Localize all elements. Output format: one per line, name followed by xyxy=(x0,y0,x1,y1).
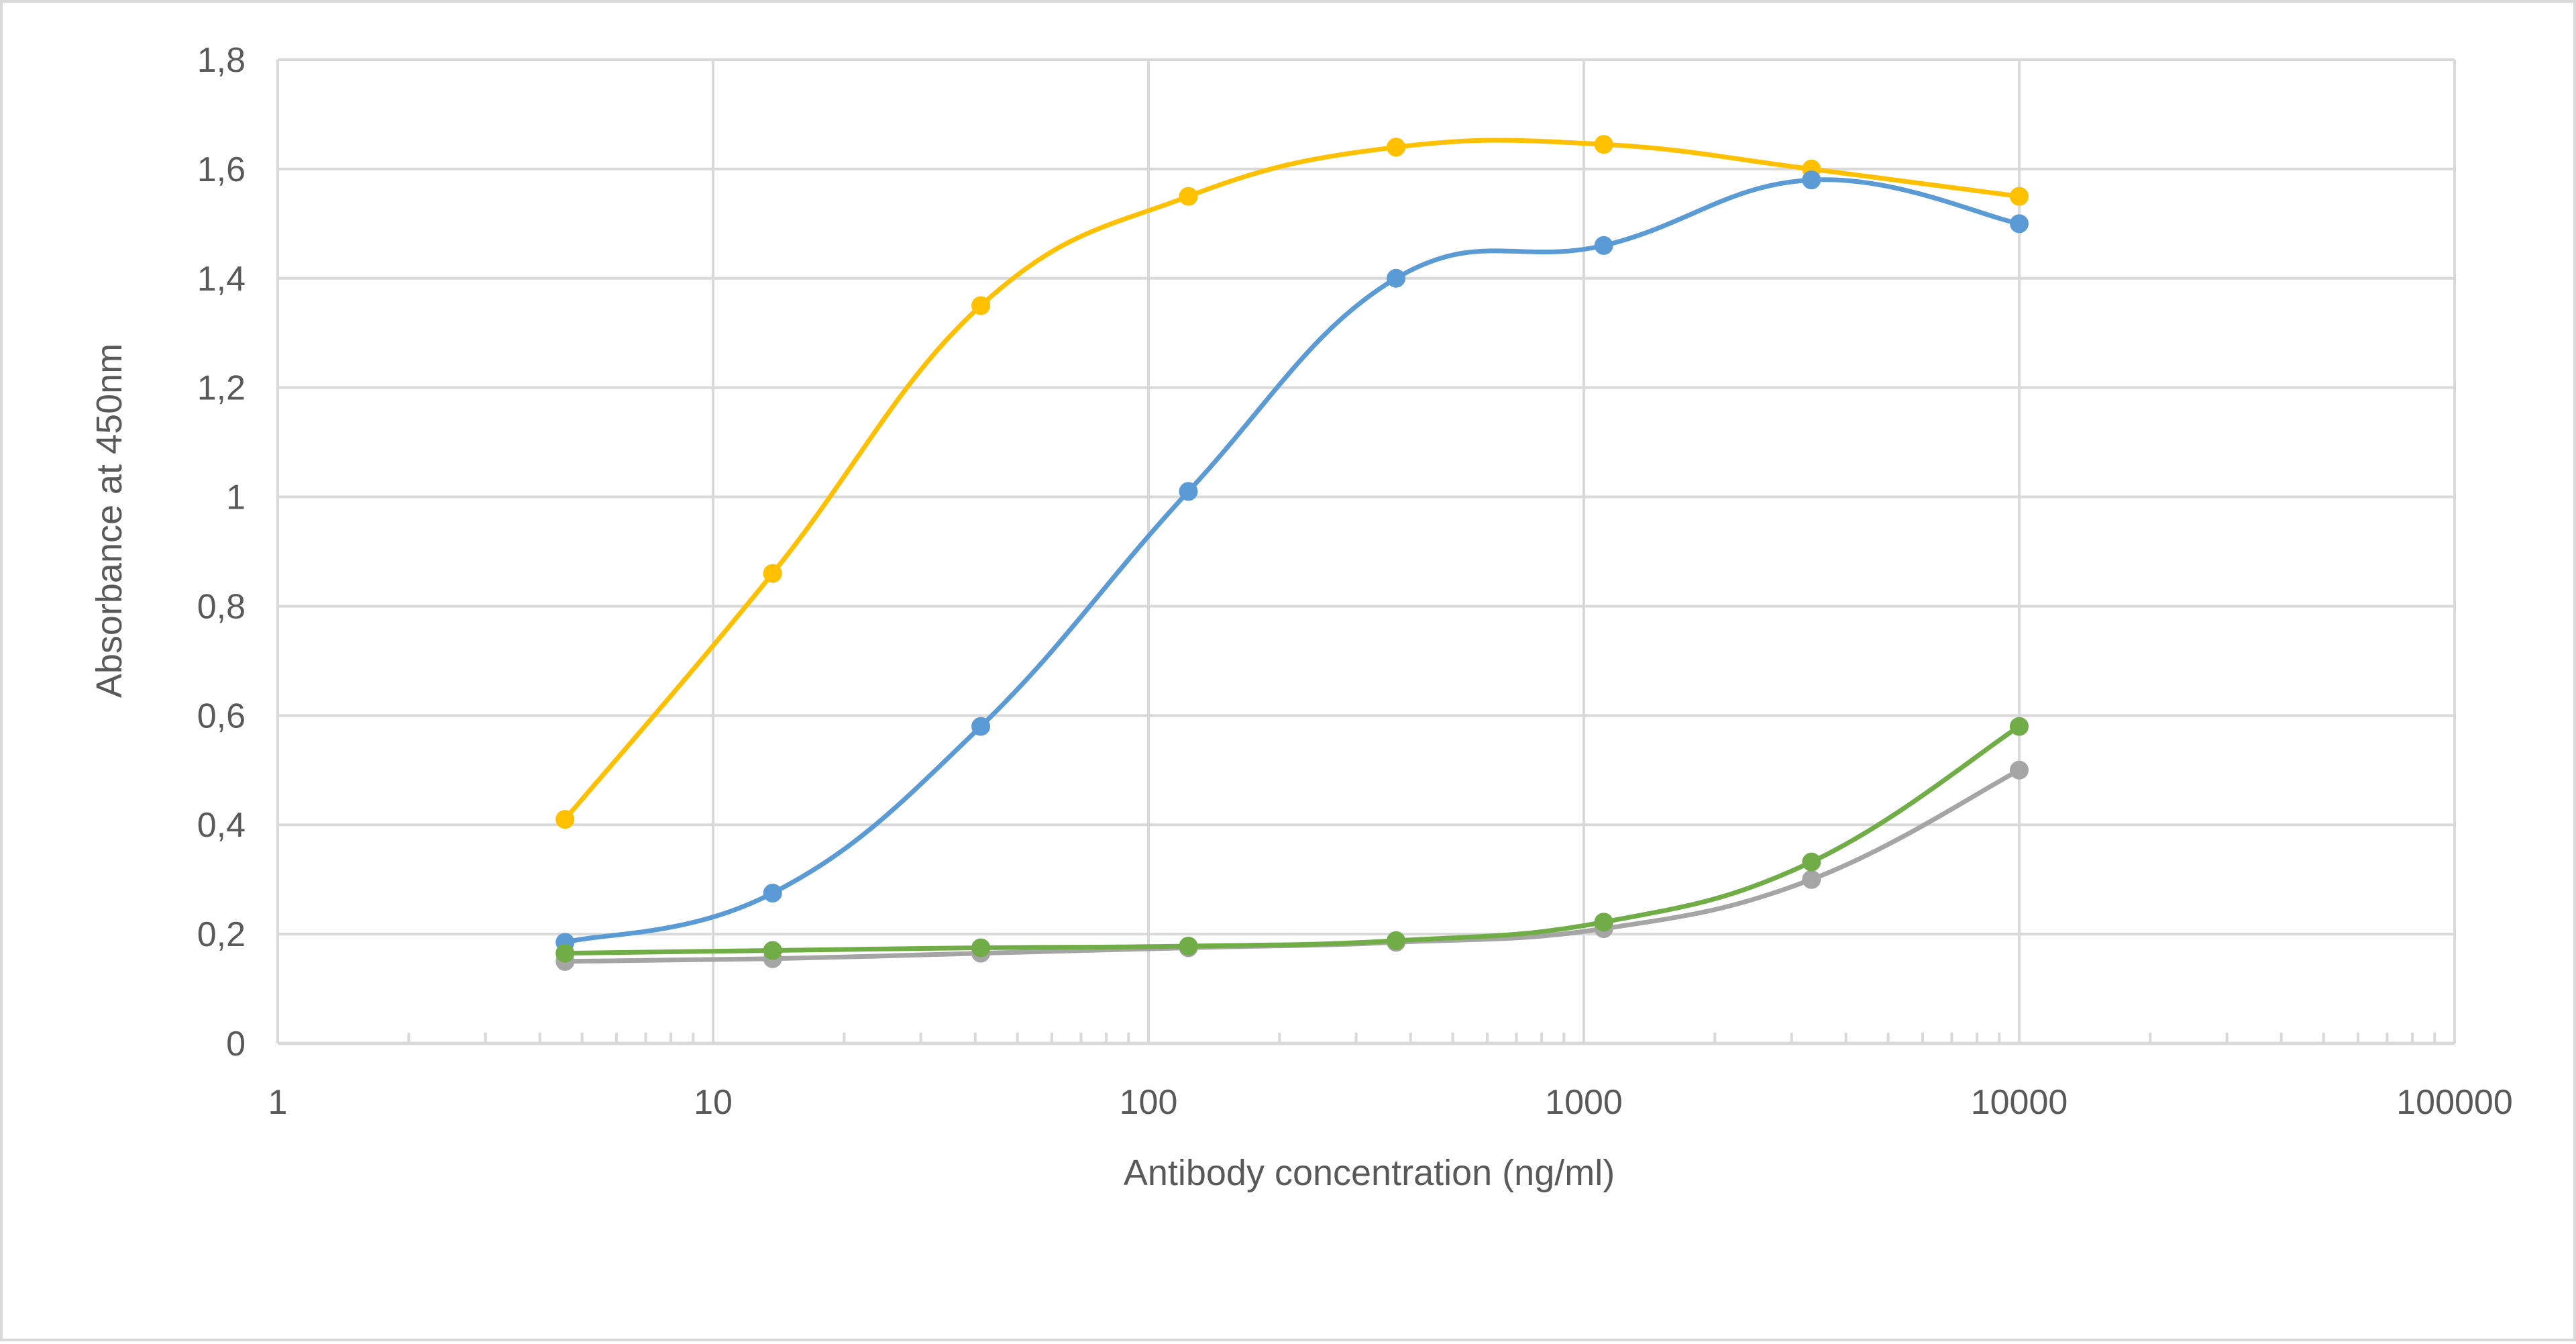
y-tick-label: 1,4 xyxy=(197,260,246,299)
series-markers xyxy=(555,135,2029,971)
series-blue-point xyxy=(2010,214,2029,234)
gridlines xyxy=(276,58,2456,1043)
series-green-point xyxy=(555,943,575,963)
y-tick-label: 0 xyxy=(226,1025,246,1064)
y-tick-label: 1,8 xyxy=(197,41,246,80)
series-gray-point xyxy=(1802,870,1821,889)
series-green-point xyxy=(1179,937,1198,956)
series-yellow-point xyxy=(971,296,991,315)
series-yellow-point xyxy=(555,810,575,829)
series-blue-point xyxy=(763,884,782,903)
tick-labels: 0 0,2 0,4 0,6 0,8 1 1,2 1,4 1,6 1,8 1 10 100 1000 1000… xyxy=(197,41,2513,1122)
x-tick-label: 10 xyxy=(694,1083,733,1122)
series-yellow-point xyxy=(1387,138,1406,157)
series-green-point xyxy=(763,941,782,960)
series-green-point xyxy=(2010,717,2029,736)
axes xyxy=(278,1033,2455,1045)
x-axis-title: Antibody concentration (ng/ml) xyxy=(1124,1153,1615,1193)
series-gray-point xyxy=(2010,760,2029,780)
y-tick-label: 1,2 xyxy=(197,369,246,408)
x-tick-label: 100000 xyxy=(2396,1083,2513,1122)
series-yellow-point xyxy=(1594,135,1613,154)
series-blue-point xyxy=(1802,170,1821,190)
series-blue-point xyxy=(1594,236,1613,255)
y-tick-label: 1 xyxy=(226,478,246,517)
series-green-point xyxy=(1802,852,1821,872)
series-green-point xyxy=(1594,913,1613,932)
x-tick-label: 1000 xyxy=(1545,1083,1623,1122)
series-yellow-point xyxy=(763,564,782,583)
series-yellow-point xyxy=(1179,187,1198,206)
x-tick-label: 100 xyxy=(1120,1083,1178,1122)
series-green-line xyxy=(562,724,2022,956)
y-tick-label: 0,4 xyxy=(197,806,246,845)
y-tick-label: 0,2 xyxy=(197,915,246,954)
series-yellow-line xyxy=(562,138,2022,822)
y-tick-label: 0,8 xyxy=(197,587,246,626)
y-tick-label: 0,6 xyxy=(197,696,246,735)
x-tick-label: 10000 xyxy=(1971,1083,2068,1122)
series-blue-line xyxy=(562,177,2022,945)
series-blue-point xyxy=(971,717,991,736)
series-blue-point xyxy=(1179,482,1198,501)
series-blue-point xyxy=(1387,268,1406,288)
series-yellow-point xyxy=(2010,187,2029,206)
y-axis-title: Absorbance at 450nm xyxy=(89,344,129,698)
series-green-point xyxy=(1387,931,1406,950)
line-chart: 0 0,2 0,4 0,6 0,8 1 1,2 1,4 1,6 1,8 1 10 100 1000 1000… xyxy=(89,41,2513,1193)
series-green-point xyxy=(971,938,991,958)
series-lines xyxy=(562,138,2022,964)
y-tick-label: 1,6 xyxy=(197,150,246,189)
x-tick-label: 1 xyxy=(268,1083,288,1122)
